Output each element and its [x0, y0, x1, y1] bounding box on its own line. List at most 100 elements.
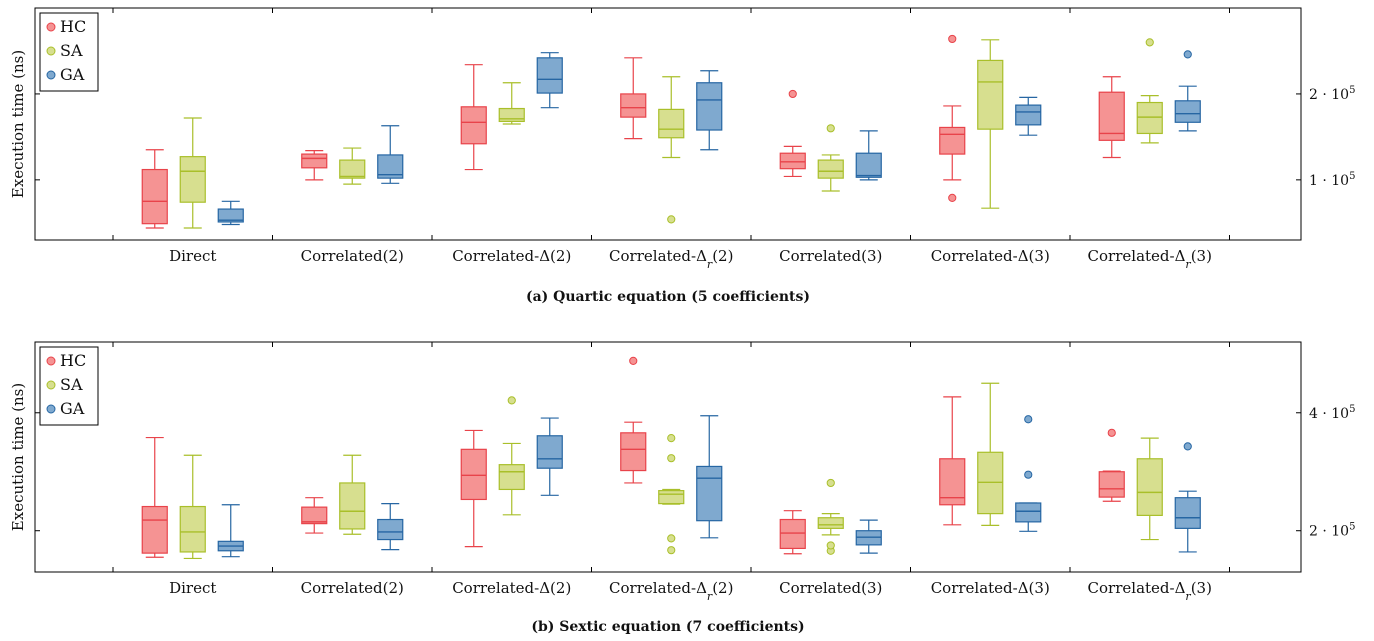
- box-hc: [460, 429, 487, 548]
- y-tick-label: 4 · 105: [1309, 404, 1355, 422]
- plot-frame-sextic: [34, 341, 1302, 573]
- box-ga: [696, 415, 723, 539]
- box-sa: [1136, 38, 1163, 144]
- box-iqr: [498, 464, 525, 491]
- box-hc: [1098, 428, 1125, 502]
- box-iqr: [141, 168, 168, 225]
- legend-label-ga: GA: [60, 65, 85, 84]
- legend-marker-sa: [46, 46, 56, 56]
- box-sa: [658, 76, 685, 224]
- outlier-point: [826, 478, 835, 488]
- panel-quartic: Direct Correlated(2) Correlated-Δ(2) Correl…: [9, 7, 1355, 305]
- box-ga: [1174, 442, 1201, 553]
- x-tick-label: Correlated-Δ(3): [931, 247, 1050, 265]
- plot-frame-quartic: [34, 7, 1302, 241]
- box-sa: [339, 454, 366, 535]
- y-axis-sextic: 2 · 105 4 · 105: [35, 404, 1355, 540]
- x-axis-quartic: Direct Correlated(2) Correlated-Δ(2) Correl…: [112, 8, 1230, 271]
- outlier-point: [788, 89, 797, 99]
- box-ga: [1015, 96, 1042, 136]
- legend-label-hc: HC: [60, 17, 86, 36]
- box-sa: [658, 434, 685, 555]
- outlier-point: [667, 546, 676, 555]
- legend-label-sa: SA: [60, 375, 83, 394]
- outlier-point: [1024, 470, 1033, 479]
- box-iqr: [779, 152, 806, 170]
- box-hc: [620, 356, 647, 484]
- box-iqr: [339, 482, 366, 530]
- box-iqr: [620, 93, 647, 118]
- outlier-point: [667, 454, 676, 463]
- box-ga: [536, 52, 563, 109]
- box-ga: [377, 502, 404, 551]
- box-iqr: [939, 126, 966, 155]
- outlier-point: [667, 534, 676, 543]
- box-hc: [141, 436, 168, 558]
- box-ga: [217, 504, 244, 558]
- box-iqr: [658, 490, 685, 505]
- outlier-point: [507, 396, 516, 405]
- box-iqr: [696, 465, 723, 522]
- box-hc: [939, 34, 966, 202]
- panel-sextic: Direct Correlated(2) Correlated-Δ(2) Correl…: [9, 341, 1355, 635]
- box-iqr: [217, 208, 244, 223]
- x-tick-label: Correlated-Δr(2): [609, 579, 733, 603]
- outlier-point: [1183, 442, 1192, 451]
- x-tick-label: Correlated-Δ(3): [931, 579, 1050, 597]
- y-axis-label-sextic: Execution time (ns): [9, 383, 27, 531]
- box-sa: [498, 82, 525, 125]
- box-iqr: [779, 518, 806, 550]
- box-hc: [939, 396, 966, 526]
- legend-sextic: HC SA GA: [39, 346, 99, 426]
- box-sa: [817, 478, 844, 555]
- box-iqr: [339, 159, 366, 179]
- box-ga: [855, 519, 882, 554]
- outlier-point: [1145, 38, 1154, 47]
- box-ga: [1015, 415, 1042, 532]
- legend-marker-hc: [46, 22, 56, 32]
- box-sa: [179, 117, 206, 229]
- legend-marker-ga: [46, 404, 56, 414]
- outlier-point: [948, 193, 957, 202]
- box-hc: [301, 150, 328, 181]
- outlier-point: [948, 34, 957, 44]
- box-iqr: [377, 518, 404, 541]
- outlier-point: [1107, 428, 1116, 437]
- box-ga: [1174, 50, 1201, 132]
- x-tick-label: Correlated-Δr(3): [1088, 247, 1212, 271]
- box-ga: [696, 70, 723, 151]
- box-iqr: [301, 153, 328, 169]
- outlier-point: [667, 434, 676, 443]
- box-iqr: [817, 159, 844, 179]
- box-iqr: [1174, 497, 1201, 529]
- box-iqr: [1098, 471, 1125, 498]
- x-tick-label: Correlated(3): [779, 579, 882, 597]
- box-iqr: [696, 82, 723, 131]
- outlier-point: [1024, 415, 1033, 424]
- box-iqr: [536, 57, 563, 94]
- box-ga: [536, 417, 563, 496]
- legend-quartic: HC SA GA: [39, 12, 99, 92]
- box-sa: [498, 396, 525, 516]
- box-iqr: [1136, 458, 1163, 516]
- box-iqr: [460, 106, 487, 145]
- box-hc: [779, 89, 806, 178]
- box-iqr: [1098, 91, 1125, 141]
- x-tick-label: Correlated(2): [301, 579, 404, 597]
- box-iqr: [1015, 502, 1042, 523]
- legend-label-ga: GA: [60, 399, 85, 418]
- box-ga: [217, 200, 244, 226]
- box-hc: [779, 510, 806, 555]
- x-tick-label: Correlated(3): [779, 247, 882, 265]
- box-ga: [377, 125, 404, 184]
- outlier-point: [826, 124, 835, 133]
- box-hc: [141, 149, 168, 229]
- box-iqr: [536, 435, 563, 469]
- x-tick-label: Correlated-Δ(2): [452, 579, 571, 597]
- box-iqr: [977, 59, 1004, 130]
- box-iqr: [377, 154, 404, 179]
- x-tick-label: Correlated-Δ(2): [452, 247, 571, 265]
- legend-label-sa: SA: [60, 41, 83, 60]
- boxes-sextic: [141, 356, 1201, 560]
